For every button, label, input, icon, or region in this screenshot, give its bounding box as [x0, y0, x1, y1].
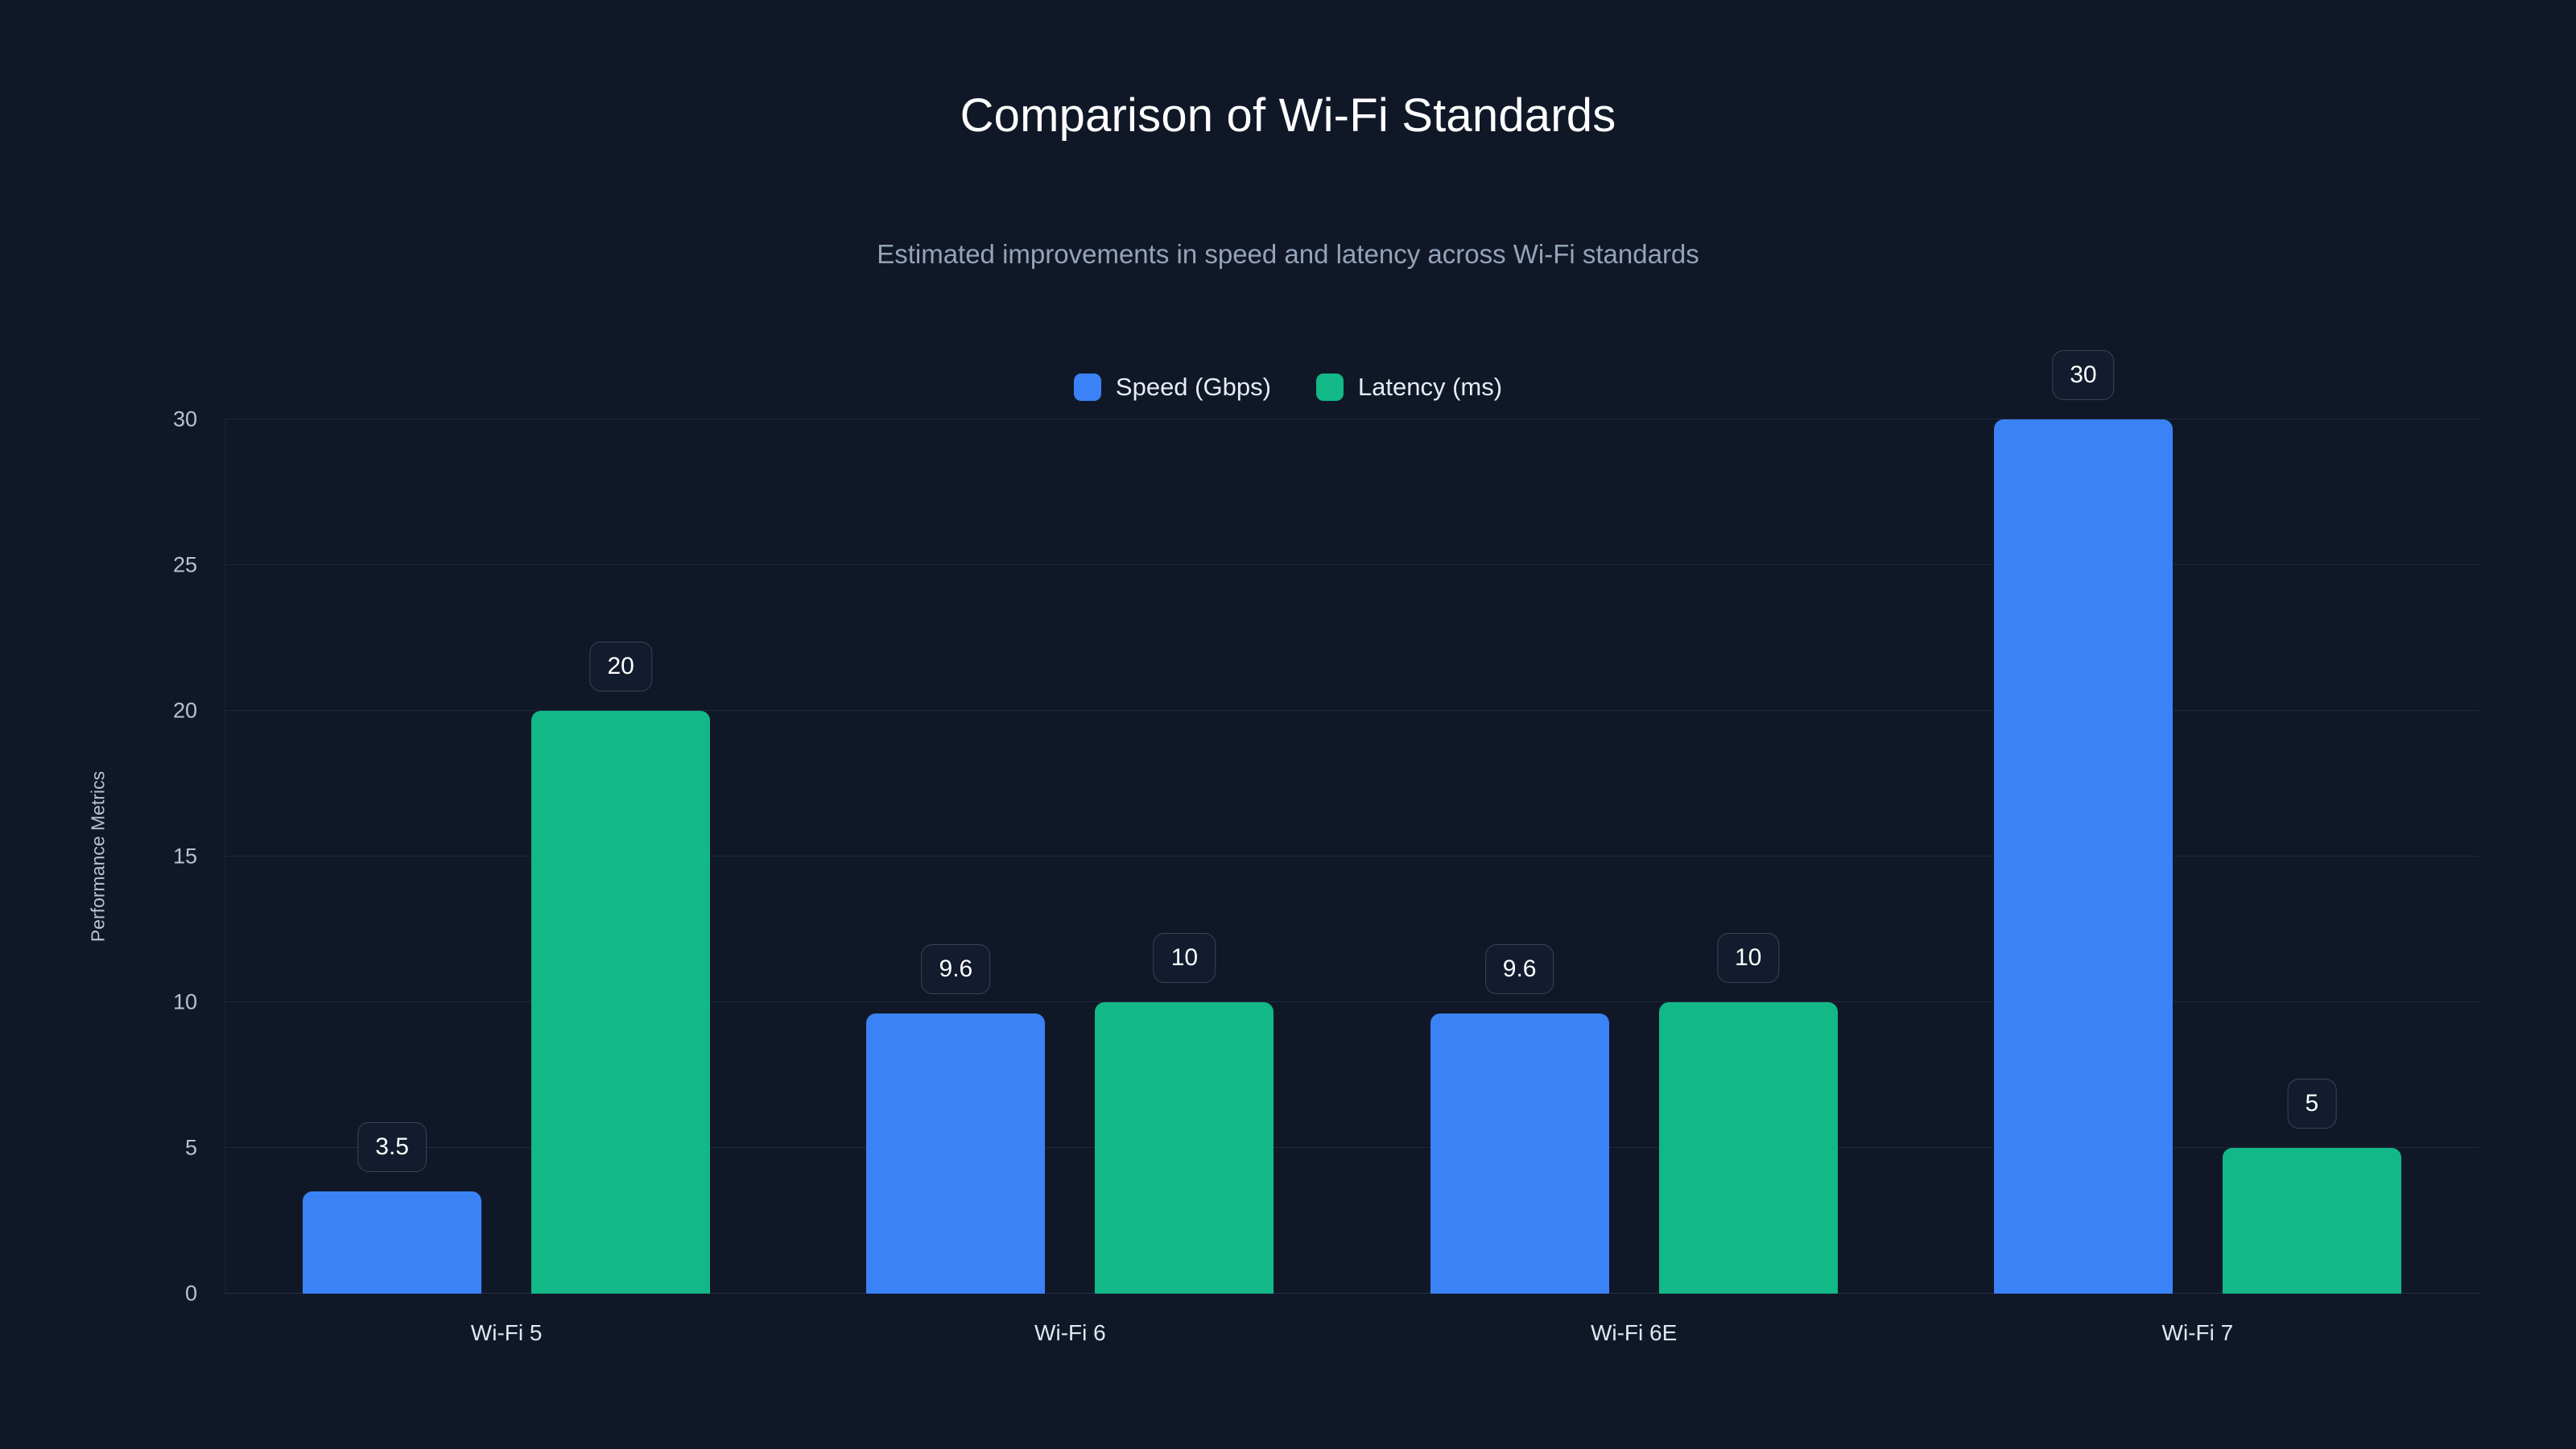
y-axis-title: Performance Metrics — [87, 770, 109, 943]
legend-item-latency[interactable]: Latency (ms) — [1315, 373, 1503, 402]
legend-label: Latency (ms) — [1357, 373, 1503, 401]
bar-latency[interactable] — [1095, 1002, 1274, 1294]
gridline — [225, 564, 2479, 565]
legend-swatch-icon — [1073, 374, 1101, 401]
y-axis-tick-label: 20 — [172, 698, 197, 723]
y-axis-tick-label: 5 — [184, 1135, 197, 1160]
bar-latency[interactable] — [2222, 1148, 2401, 1294]
chart-legend: Speed (Gbps) Latency (ms) — [0, 373, 2576, 402]
x-axis-category-label: Wi-Fi 7 — [2161, 1320, 2234, 1345]
legend-swatch-icon — [1315, 374, 1344, 401]
gridline — [225, 710, 2479, 711]
bar-speed[interactable] — [1430, 1013, 1609, 1294]
gridline — [225, 1001, 2479, 1002]
gridline — [225, 856, 2479, 857]
x-axis-category-label: Wi-Fi 5 — [470, 1320, 543, 1345]
y-axis-tick-label: 25 — [172, 552, 197, 577]
y-axis-tick-label: 10 — [172, 989, 197, 1014]
bar-speed[interactable] — [1993, 419, 2173, 1294]
gridline — [225, 1293, 2479, 1294]
y-axis-tick-label: 30 — [172, 407, 197, 431]
y-axis-tick-label: 0 — [184, 1281, 197, 1306]
chart-title: Comparison of Wi-Fi Standards — [960, 89, 1616, 142]
bar-latency[interactable] — [1658, 1002, 1838, 1294]
legend-item-speed[interactable]: Speed (Gbps) — [1073, 373, 1271, 402]
y-axis-tick-label: 15 — [172, 844, 197, 869]
bar-speed[interactable] — [303, 1191, 482, 1294]
legend-label: Speed (Gbps) — [1115, 373, 1271, 401]
x-axis-category-label: Wi-Fi 6E — [1590, 1320, 1678, 1345]
x-axis-category-label: Wi-Fi 6 — [1034, 1320, 1106, 1345]
bar-latency[interactable] — [531, 711, 711, 1294]
gridline — [225, 1147, 2479, 1148]
plot-area — [225, 419, 2479, 1294]
bar-speed[interactable] — [866, 1013, 1046, 1294]
chart-subtitle: Estimated improvements in speed and late… — [877, 239, 1699, 269]
